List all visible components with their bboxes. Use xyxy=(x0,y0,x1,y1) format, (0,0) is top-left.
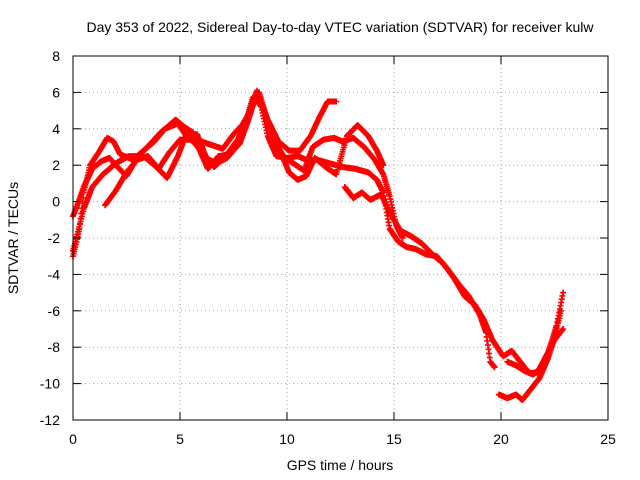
series-markers xyxy=(504,289,567,378)
series-track-7 xyxy=(504,289,567,378)
x-axis: 0 5 10 15 20 25 xyxy=(69,431,616,447)
y-tick-label: 4 xyxy=(52,121,60,137)
x-tick-label: 5 xyxy=(176,431,184,447)
series-markers xyxy=(495,307,564,403)
chart-title: Day 353 of 2022, Sidereal Day-to-day VTE… xyxy=(86,19,594,35)
x-tick-label: 20 xyxy=(493,431,509,447)
x-tick-label: 25 xyxy=(600,431,616,447)
axes-ticks xyxy=(72,55,609,421)
grid xyxy=(73,56,608,420)
y-tick-label: -6 xyxy=(48,303,61,319)
y-tick-label: -8 xyxy=(48,339,61,355)
plot-area xyxy=(70,87,567,403)
series-track-4 xyxy=(102,87,406,241)
y-axis: -12 -10 -8 -6 -4 -2 0 2 4 6 8 xyxy=(40,48,60,428)
y-tick-label: 0 xyxy=(52,194,60,210)
x-axis-title: GPS time / hours xyxy=(287,457,394,473)
y-axis-title: SDTVAR / TECUs xyxy=(5,182,21,294)
series-track-6 xyxy=(495,307,564,403)
y-tick-label: 2 xyxy=(52,157,60,173)
x-tick-label: 0 xyxy=(69,431,77,447)
y-tick-label: -10 xyxy=(40,376,60,392)
y-tick-label: -4 xyxy=(48,266,61,282)
series-markers xyxy=(102,87,406,241)
y-tick-label: 6 xyxy=(52,84,60,100)
x-tick-label: 10 xyxy=(279,431,295,447)
y-tick-label: 8 xyxy=(52,48,60,64)
x-tick-label: 15 xyxy=(386,431,402,447)
y-tick-label: -2 xyxy=(48,230,61,246)
y-tick-label: -12 xyxy=(40,412,60,428)
